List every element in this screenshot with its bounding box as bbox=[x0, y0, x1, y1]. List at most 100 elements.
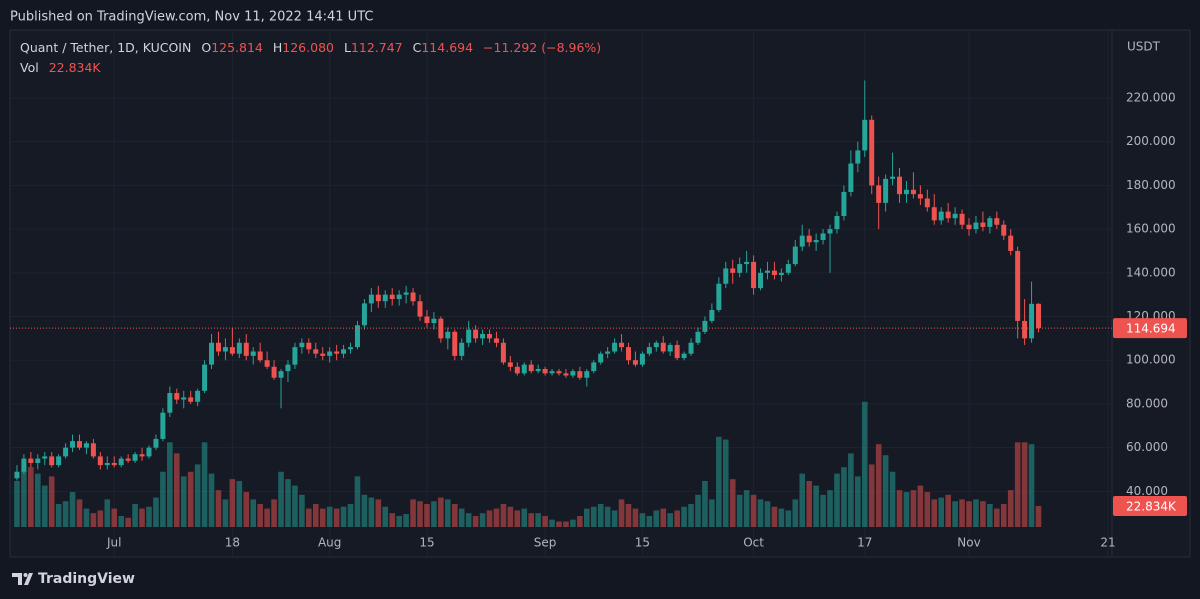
candle-body bbox=[160, 412, 166, 439]
volume-bar bbox=[709, 499, 715, 527]
volume-bar bbox=[493, 508, 500, 527]
volume-bar bbox=[743, 490, 750, 527]
candle-body bbox=[118, 458, 124, 466]
y-tick-label: 140.000 bbox=[1126, 265, 1176, 279]
volume-bar bbox=[458, 508, 465, 527]
volume-bar bbox=[688, 503, 694, 527]
candle-body bbox=[987, 218, 993, 227]
candle-body bbox=[375, 294, 381, 302]
volume-bar bbox=[340, 506, 347, 527]
volume-bar bbox=[361, 494, 368, 527]
candle-body bbox=[625, 347, 631, 361]
candle-body bbox=[487, 334, 493, 339]
candle-body bbox=[563, 373, 569, 376]
candle-body bbox=[111, 462, 117, 466]
volume-bar bbox=[903, 492, 910, 527]
volume-bar bbox=[333, 508, 340, 527]
x-tick-label: Aug bbox=[318, 536, 341, 550]
volume-bar bbox=[910, 490, 917, 527]
volume-bar bbox=[618, 499, 625, 527]
volume-bar bbox=[48, 476, 55, 527]
legend-h: 126.080 bbox=[282, 40, 334, 55]
volume-bar bbox=[827, 490, 833, 527]
volume-bar bbox=[424, 503, 430, 527]
candle-body bbox=[674, 344, 680, 359]
volume-bar bbox=[646, 515, 653, 527]
volume-bar bbox=[319, 508, 326, 527]
volume-bar bbox=[83, 508, 90, 527]
candle-body bbox=[403, 292, 409, 295]
candle-body bbox=[744, 261, 750, 265]
candle-body bbox=[758, 272, 764, 289]
volume-bar bbox=[590, 506, 597, 527]
candle-body bbox=[466, 329, 472, 343]
legend-l: 112.747 bbox=[351, 40, 403, 55]
candle-body bbox=[341, 349, 347, 354]
legend-o-label: O bbox=[201, 40, 211, 55]
volume-bar bbox=[917, 485, 924, 527]
volume-bar bbox=[1000, 503, 1007, 527]
volume-bar bbox=[208, 473, 215, 527]
volume-bar bbox=[959, 499, 965, 527]
y-tick-label: 40.000 bbox=[1126, 484, 1168, 498]
candle-body bbox=[556, 371, 562, 374]
candle-body bbox=[278, 371, 284, 378]
x-tick-label: 18 bbox=[225, 536, 240, 550]
volume-bar bbox=[396, 515, 402, 527]
volume-bar bbox=[243, 492, 250, 527]
volume-bar bbox=[577, 515, 583, 527]
volume-bar bbox=[118, 515, 124, 527]
candle-body bbox=[396, 294, 402, 300]
candle-body bbox=[695, 331, 701, 343]
candle-body bbox=[632, 360, 638, 365]
volume-bar bbox=[486, 510, 493, 527]
x-tick-label: 17 bbox=[857, 536, 872, 550]
candle-body bbox=[521, 364, 527, 374]
candle-body bbox=[438, 318, 444, 339]
x-tick-label: 21 bbox=[1100, 536, 1115, 550]
volume-bar bbox=[820, 494, 826, 527]
candle-body bbox=[869, 119, 875, 186]
volume-bar bbox=[771, 506, 778, 527]
volume-bar bbox=[931, 499, 938, 527]
volume-bar bbox=[139, 508, 145, 527]
volume-bar bbox=[285, 479, 291, 527]
volume-bar bbox=[403, 514, 409, 527]
volume-bar bbox=[90, 513, 97, 527]
candle-body bbox=[215, 342, 221, 352]
legend-o: 125.814 bbox=[211, 40, 263, 55]
volume-bar bbox=[479, 513, 486, 527]
candle-body bbox=[236, 342, 242, 354]
candle-body bbox=[973, 222, 979, 230]
candle-body bbox=[1029, 303, 1035, 339]
candle-body bbox=[480, 334, 486, 339]
candle-body bbox=[549, 371, 555, 374]
volume-bar bbox=[250, 499, 257, 527]
volume-bar bbox=[597, 503, 604, 527]
candle-body bbox=[890, 176, 896, 179]
volume-bar bbox=[722, 439, 729, 527]
volume-bar bbox=[472, 515, 479, 527]
candle-body bbox=[848, 163, 854, 192]
volume-bar bbox=[987, 503, 993, 527]
volume-bar bbox=[375, 499, 382, 527]
volume-bar bbox=[604, 506, 611, 527]
candle-body bbox=[591, 362, 597, 372]
legend-c-label: C bbox=[413, 40, 422, 55]
volume-bar bbox=[549, 519, 555, 527]
candle-body bbox=[320, 353, 326, 356]
volume-bar bbox=[1028, 444, 1035, 527]
candle-body bbox=[167, 393, 173, 413]
candle-body bbox=[639, 353, 645, 365]
candle-body bbox=[764, 270, 770, 273]
volume-bar bbox=[292, 485, 298, 527]
candle-body bbox=[382, 294, 388, 302]
candle-body bbox=[730, 268, 736, 273]
volume-bar bbox=[451, 503, 458, 527]
candle-body bbox=[125, 458, 131, 461]
candle-body bbox=[980, 222, 986, 227]
candle-body bbox=[313, 349, 319, 354]
volume-bar bbox=[417, 501, 423, 527]
candle-body bbox=[688, 342, 694, 354]
volume-bar bbox=[21, 469, 27, 527]
